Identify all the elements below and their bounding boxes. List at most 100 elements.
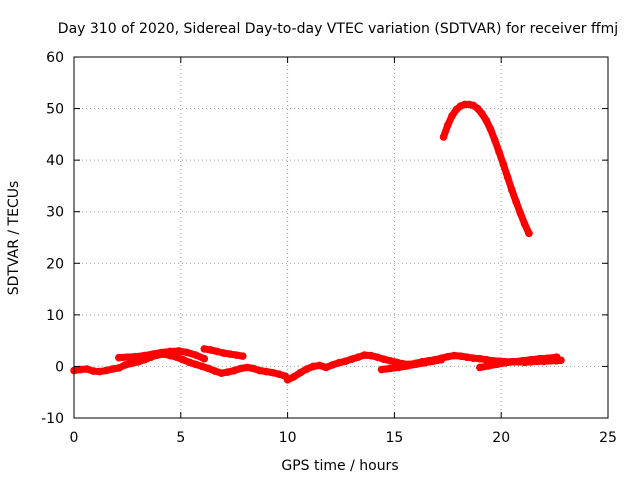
data-point	[469, 354, 478, 362]
data-point	[315, 361, 324, 370]
data-point	[108, 365, 117, 373]
data-point	[226, 350, 234, 358]
data-point	[520, 220, 529, 228]
data-point	[174, 347, 183, 355]
x-axis-label: GPS time / hours	[281, 458, 398, 474]
data-point	[379, 355, 388, 364]
data-point	[211, 367, 219, 375]
data-point	[450, 351, 459, 360]
data-point	[501, 359, 510, 367]
data-point	[386, 356, 394, 365]
data-point	[132, 352, 140, 361]
data-point	[121, 361, 130, 369]
y-axis-ticks: -10 0 10 20 30 40 50 60	[41, 50, 608, 427]
data-point	[525, 229, 533, 238]
data-point	[223, 368, 232, 376]
data-point	[386, 364, 394, 373]
data-point	[322, 363, 330, 372]
data-point	[127, 359, 136, 368]
data-point	[102, 366, 110, 375]
data-point	[484, 362, 493, 370]
data-point	[420, 359, 429, 367]
data-point	[268, 368, 277, 377]
data-point	[219, 349, 228, 357]
data-point	[544, 354, 552, 362]
data-point	[275, 370, 283, 378]
data-point	[115, 364, 123, 372]
data-point	[463, 353, 471, 361]
data-point	[115, 353, 123, 362]
data-point	[309, 362, 318, 371]
data-point	[512, 198, 520, 206]
y-tick-label: 20	[46, 256, 64, 272]
data-point	[516, 209, 525, 218]
data-point	[89, 367, 98, 375]
data-point	[341, 357, 350, 366]
data-point	[204, 364, 213, 373]
data-point	[394, 363, 403, 372]
series-group	[70, 350, 290, 381]
series-group	[439, 100, 533, 238]
data-point	[172, 353, 181, 361]
data-point	[95, 367, 104, 376]
data-point	[183, 348, 192, 357]
data-point	[439, 133, 448, 141]
data-point	[518, 356, 527, 365]
data-point	[482, 355, 491, 364]
data-point	[256, 366, 264, 375]
y-tick-label: 10	[46, 308, 64, 324]
series-group	[200, 345, 247, 360]
data-point	[444, 121, 452, 129]
data-point	[456, 352, 465, 360]
data-point	[76, 365, 85, 374]
data-point	[303, 365, 311, 373]
data-point	[510, 357, 518, 366]
data-point	[166, 347, 174, 356]
data-point	[429, 357, 437, 366]
x-tick-label: 15	[385, 430, 403, 446]
data-point	[200, 354, 209, 363]
x-tick-label: 0	[70, 430, 79, 446]
y-tick-label: 50	[46, 102, 64, 118]
data-point	[354, 353, 362, 361]
data-point	[283, 376, 292, 384]
x-tick-label: 5	[176, 430, 185, 446]
data-point	[486, 125, 495, 133]
data-point	[230, 366, 238, 375]
data-point	[185, 358, 194, 367]
y-tick-label: 0	[55, 359, 64, 375]
data-point	[476, 363, 484, 372]
data-point	[198, 362, 206, 371]
data-point	[373, 353, 382, 361]
data-point	[490, 136, 499, 144]
x-tick-label: 25	[599, 430, 617, 446]
data-point	[499, 160, 508, 169]
data-point	[236, 364, 245, 373]
data-point	[411, 360, 420, 369]
data-point	[157, 348, 166, 357]
data-point	[290, 372, 298, 381]
data-series	[70, 100, 565, 384]
x-tick-label: 10	[279, 430, 297, 446]
data-point	[527, 355, 535, 364]
data-point	[367, 351, 375, 360]
data-point	[262, 367, 271, 376]
y-axis-label: SDTVAR / TECUs	[6, 181, 22, 296]
series-group	[115, 347, 209, 363]
y-tick-label: 30	[46, 205, 64, 221]
data-point	[437, 355, 446, 364]
plot-frame	[73, 56, 609, 419]
y-tick-label: 60	[46, 50, 64, 66]
data-point	[243, 363, 251, 372]
x-tick-label: 20	[492, 430, 510, 446]
data-point	[213, 347, 221, 356]
data-point	[476, 354, 484, 363]
data-point	[552, 353, 561, 361]
data-point	[83, 365, 91, 373]
data-point	[335, 359, 343, 367]
y-tick-label: 40	[46, 153, 64, 169]
data-point	[448, 111, 456, 120]
x-axis-ticks: 0 5 10 15 20 25	[70, 57, 617, 446]
data-point	[179, 355, 187, 364]
series-group	[476, 353, 561, 372]
